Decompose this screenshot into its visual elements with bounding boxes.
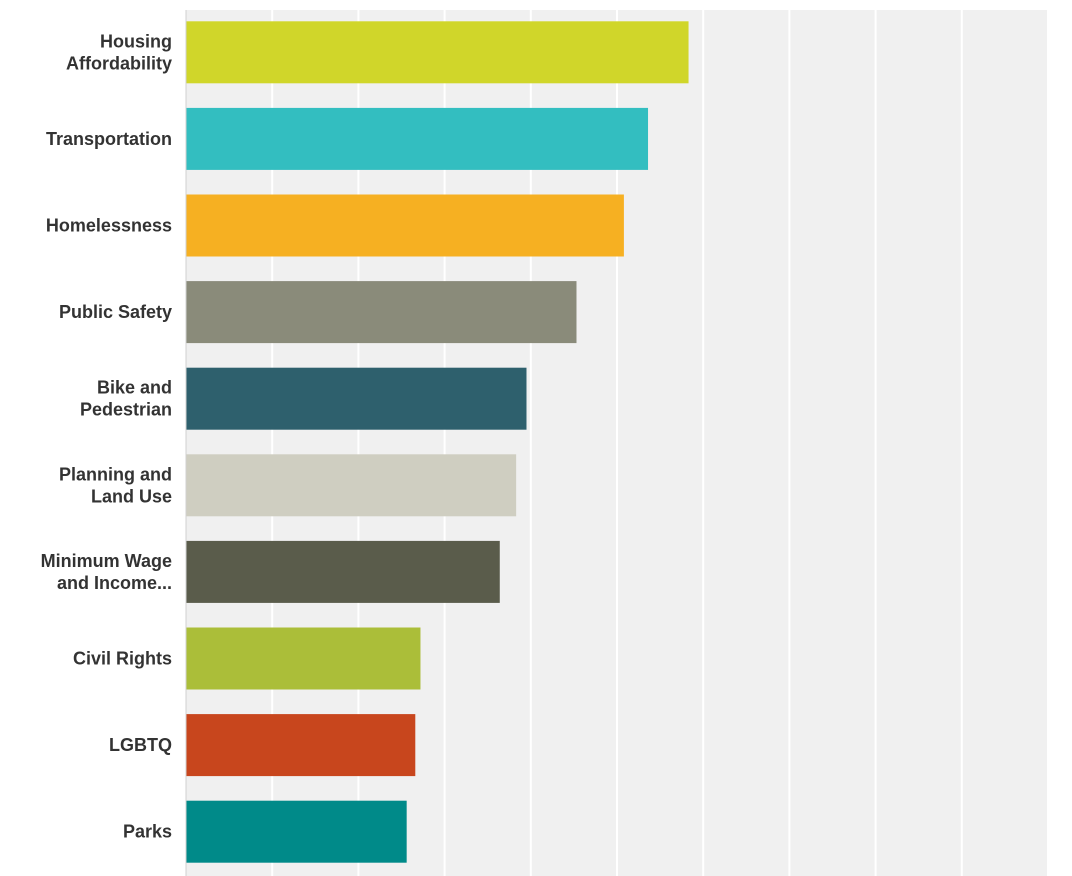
category-label: Parks: [123, 822, 172, 842]
category-label: Civil Rights: [73, 649, 172, 669]
category-label-line: Minimum Wage: [41, 551, 172, 571]
bars: [186, 21, 689, 863]
category-labels: Housing Affordability Transportation Homele…: [41, 31, 172, 841]
category-label-line: LGBTQ: [109, 735, 172, 755]
category-label-line: Land Use: [91, 486, 172, 506]
bar: [186, 21, 689, 84]
bar: [186, 194, 624, 257]
category-label: Minimum Wage and Income...: [41, 551, 172, 593]
bar: [186, 367, 527, 430]
category-label-line: Transportation: [46, 129, 172, 149]
category-label: Public Safety: [59, 302, 172, 322]
category-label-line: Parks: [123, 822, 172, 842]
category-label-line: Affordability: [66, 53, 172, 73]
bar: [186, 800, 407, 863]
bar: [186, 281, 577, 344]
category-label: Bike and Pedestrian: [80, 378, 172, 420]
category-label: Homelessness: [46, 216, 172, 236]
category-label: Housing Affordability: [66, 31, 172, 73]
category-label: LGBTQ: [109, 735, 172, 755]
bar: [186, 107, 649, 170]
category-label-line: Pedestrian: [80, 400, 172, 420]
bar: [186, 627, 421, 690]
category-label: Planning and Land Use: [59, 464, 172, 506]
category-label-line: Homelessness: [46, 216, 172, 236]
category-label-line: Housing: [100, 31, 172, 51]
category-label-line: Planning and: [59, 464, 172, 484]
category-label-line: Bike and: [97, 378, 172, 398]
bar: [186, 454, 517, 517]
bar: [186, 714, 416, 777]
category-label-line: Civil Rights: [73, 649, 172, 669]
bar: [186, 540, 500, 603]
category-label: Transportation: [46, 129, 172, 149]
category-label-line: Public Safety: [59, 302, 172, 322]
category-label-line: and Income...: [57, 573, 172, 593]
